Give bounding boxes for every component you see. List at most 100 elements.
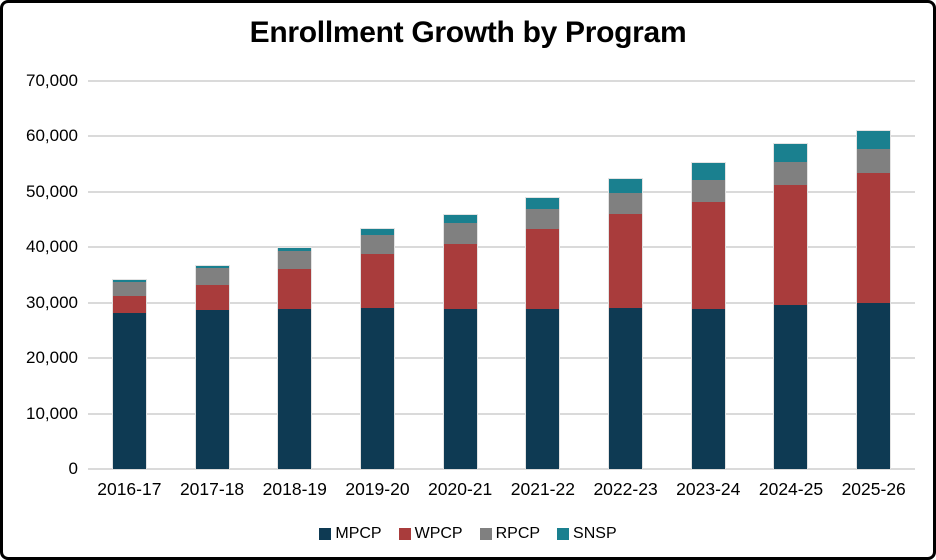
- bar-segment-MPCP: [112, 312, 146, 469]
- x-axis-tick-label: 2019-20: [345, 479, 410, 499]
- bar-segment-SNSP: [691, 163, 725, 181]
- bar-slot: [171, 81, 254, 469]
- bar-segment-MPCP: [691, 308, 725, 469]
- bars-layer: [88, 81, 915, 469]
- bar-segment-RPCP: [774, 161, 808, 186]
- legend-item-SNSP: SNSP: [557, 525, 617, 543]
- bar-segment-SNSP: [857, 130, 891, 150]
- y-axis-tick-label: 70,000: [26, 71, 78, 90]
- bar-segment-WPCP: [278, 269, 312, 309]
- x-axis-tick-label: 2023-24: [676, 479, 741, 499]
- stacked-bar-2018-19: [277, 246, 313, 469]
- bar-segment-RPCP: [609, 193, 643, 215]
- bar-segment-WPCP: [857, 173, 891, 303]
- bar-segment-SNSP: [774, 143, 808, 162]
- x-axis-tick-label: 2017-18: [179, 479, 245, 499]
- stacked-bar-2022-23: [608, 178, 644, 469]
- gridline: [88, 301, 915, 304]
- y-axis-tick-label: 60,000: [26, 126, 78, 146]
- legend-item-WPCP: WPCP: [398, 525, 463, 543]
- legend-item-RPCP: RPCP: [479, 525, 541, 543]
- bar-segment-RPCP: [443, 222, 477, 245]
- gridline: [88, 468, 915, 470]
- x-axis-tick-label: 2022-23: [593, 479, 658, 499]
- legend-label: RPCP: [495, 525, 541, 542]
- bar-segment-MPCP: [443, 309, 477, 469]
- stacked-bar-2024-25: [773, 142, 809, 469]
- x-axis-tick-label: 2018-19: [262, 479, 327, 499]
- y-axis-tick-label: 10,000: [26, 403, 78, 423]
- stacked-bar-2016-17: [111, 278, 147, 469]
- bar-segment-MPCP: [609, 308, 643, 469]
- legend-swatch-RPCP: [479, 528, 492, 540]
- bar-segment-RPCP: [278, 251, 312, 270]
- bar-segment-RPCP: [360, 234, 394, 255]
- bar-segment-SNSP: [360, 229, 394, 235]
- stacked-bar-2017-18: [194, 264, 230, 469]
- bar-segment-WPCP: [443, 244, 477, 310]
- legend-label: WPCP: [414, 525, 463, 542]
- bar-segment-RPCP: [195, 267, 229, 286]
- bar-segment-SNSP: [195, 265, 229, 268]
- bar-slot: [667, 81, 750, 469]
- x-axis-tick-label: 2021-22: [510, 479, 575, 499]
- bar-segment-WPCP: [774, 185, 808, 305]
- bar-slot: [832, 81, 915, 469]
- y-axis-tick-label: 40,000: [26, 237, 78, 257]
- bar-segment-MPCP: [278, 308, 312, 469]
- bar-segment-WPCP: [112, 295, 146, 313]
- legend: MPCP WPCP RPCP SNSP: [3, 525, 933, 543]
- bar-segment-MPCP: [774, 304, 808, 469]
- x-axis-tick-label: 2016-17: [97, 479, 162, 499]
- legend-swatch-MPCP: [319, 528, 332, 540]
- bar-slot: [336, 81, 419, 469]
- chart-title: Enrollment Growth by Program: [249, 16, 687, 49]
- legend-item-MPCP: MPCP: [319, 525, 382, 543]
- y-axis-tick-label: 20,000: [26, 348, 78, 368]
- gridline: [88, 246, 915, 249]
- gridline: [88, 190, 915, 193]
- stacked-bar-2021-22: [525, 197, 561, 469]
- legend-swatch-WPCP: [398, 528, 411, 540]
- legend-label: MPCP: [335, 525, 382, 542]
- bar-segment-SNSP: [112, 279, 146, 282]
- plot-area: [88, 80, 915, 470]
- bar-segment-SNSP: [526, 198, 560, 209]
- bar-segment-MPCP: [195, 309, 229, 469]
- bar-segment-WPCP: [526, 229, 560, 309]
- x-axis: 2016-17 2017-18 2018-19 2019-20 2020-21 2021-…: [88, 479, 915, 500]
- bar-slot: [584, 81, 667, 469]
- bar-segment-RPCP: [691, 180, 725, 202]
- bar-segment-WPCP: [691, 201, 725, 309]
- legend-label: SNSP: [573, 525, 617, 542]
- y-axis-tick-label: 50,000: [26, 181, 78, 201]
- stacked-bar-2020-21: [442, 214, 478, 469]
- y-axis: 70,000 60,000 50,000 40,000 30,000 20,000 10,0…: [3, 71, 78, 478]
- gridline: [88, 135, 915, 138]
- bar-slot: [502, 81, 585, 469]
- gridline: [88, 412, 915, 415]
- bar-segment-RPCP: [857, 149, 891, 174]
- bar-slot: [253, 81, 336, 469]
- bar-segment-RPCP: [526, 208, 560, 230]
- bar-slot: [419, 81, 502, 469]
- bar-segment-WPCP: [360, 254, 394, 309]
- legend-swatch-SNSP: [557, 528, 570, 540]
- bar-segment-WPCP: [609, 214, 643, 309]
- bar-segment-RPCP: [112, 281, 146, 296]
- stacked-bar-2025-26: [856, 129, 892, 469]
- x-axis-tick-label: 2020-21: [428, 479, 493, 499]
- x-axis-tick-label: 2024-25: [758, 479, 824, 499]
- bar-slot: [88, 81, 171, 469]
- bar-slot: [750, 81, 833, 469]
- bar-segment-MPCP: [526, 308, 560, 469]
- gridline: [88, 357, 915, 360]
- bar-segment-SNSP: [443, 215, 477, 223]
- bar-segment-SNSP: [609, 179, 643, 194]
- y-axis-tick-label: 30,000: [26, 292, 78, 312]
- x-axis-tick-label: 2025-26: [841, 479, 906, 499]
- stacked-bar-2019-20: [359, 228, 395, 469]
- bar-segment-MPCP: [857, 302, 891, 469]
- stacked-bar-2023-24: [690, 162, 726, 469]
